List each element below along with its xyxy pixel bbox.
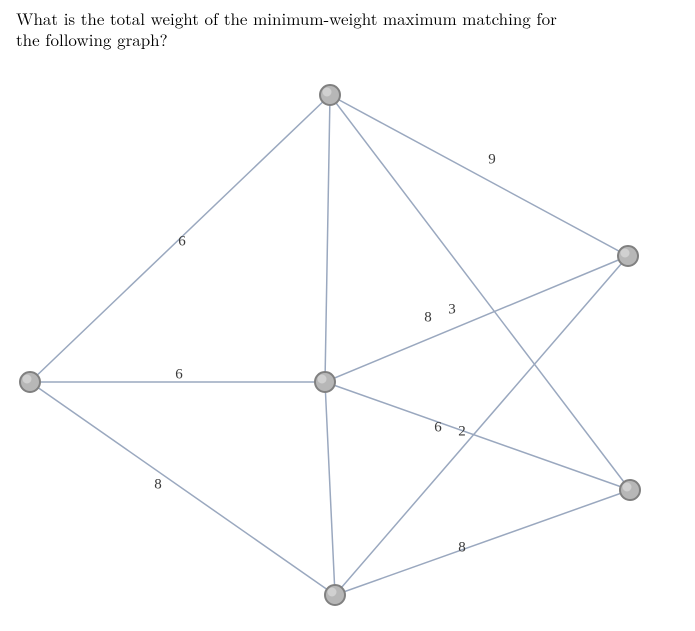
edge-weight-A-E: 3	[448, 301, 456, 317]
edge-weight-D-B: 8	[424, 309, 432, 325]
edge-weight-D-E: 2	[458, 423, 466, 439]
edge-A-D	[325, 95, 330, 382]
edge-A-E	[330, 95, 630, 490]
node-A	[320, 85, 340, 105]
edge-weight-C-F: 8	[154, 476, 162, 492]
node-D	[315, 372, 335, 392]
edge-D-E	[325, 382, 630, 490]
edge-A-B	[330, 95, 628, 256]
graph-canvas: 963868268	[0, 0, 695, 631]
edge-C-F	[30, 382, 335, 595]
page: What is the total weight of the minimum-…	[0, 0, 695, 631]
node-F	[325, 585, 345, 605]
edge-F-E	[335, 490, 630, 595]
nodes-layer	[20, 85, 640, 605]
edge-weight-A-C: 6	[178, 233, 186, 249]
node-B	[618, 246, 638, 266]
edge-weight-F-B: 6	[434, 419, 442, 435]
node-E	[620, 480, 640, 500]
edge-weight-F-E: 8	[458, 539, 466, 555]
edge-D-B	[325, 256, 628, 382]
node-C	[20, 372, 40, 392]
edge-F-B	[335, 256, 628, 595]
edge-weight-C-D: 6	[175, 366, 183, 382]
edges-layer	[30, 95, 630, 595]
edge-D-F	[325, 382, 335, 595]
edge-weight-A-B: 9	[488, 151, 496, 167]
